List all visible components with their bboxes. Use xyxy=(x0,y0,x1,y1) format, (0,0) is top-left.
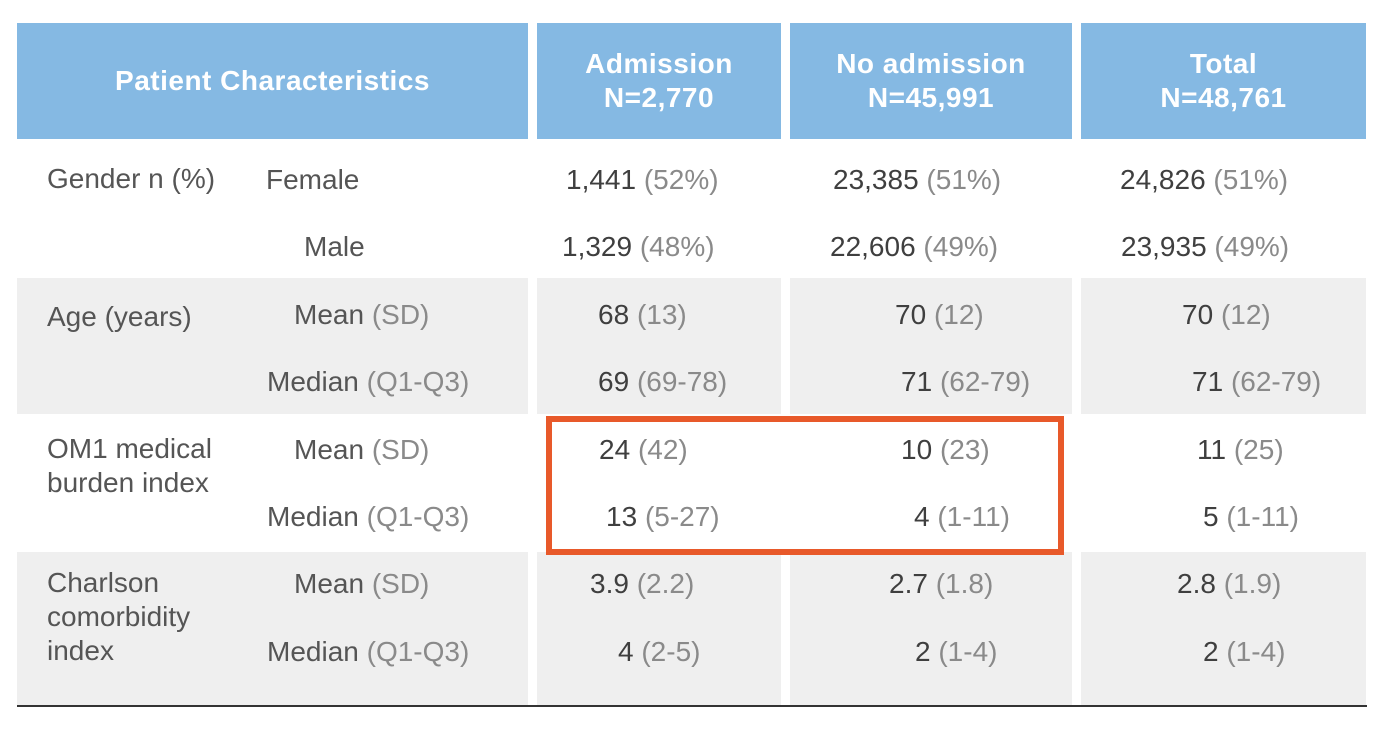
header-admission-title: Admission xyxy=(585,48,733,79)
charlson-mean-no-admission: 2.7 (1.8) xyxy=(889,568,994,599)
charlson-median-no-admission: 2 (1-4) xyxy=(915,636,998,667)
age-row-bg-no-admission xyxy=(790,278,1072,414)
gender-label: Gender n (%) xyxy=(47,163,216,194)
header-no-admission-n: N=45,991 xyxy=(867,82,995,113)
om1-mean-admission: 24 (42) xyxy=(599,434,688,465)
female-label: Female xyxy=(266,164,360,195)
table-bottom-rule xyxy=(17,705,1367,707)
om1-median-no-admission: 4 (1-11) xyxy=(914,501,1010,532)
charlson-median-label: Median (Q1-Q3) xyxy=(267,636,470,667)
charlson-label: Charlson comorbidity index xyxy=(47,566,190,668)
om1-mean-total: 11 (25) xyxy=(1197,434,1284,465)
om1-mean-label: Mean (SD) xyxy=(294,434,430,465)
om1-median-total: 5 (1-11) xyxy=(1203,501,1299,532)
charlson-median-total: 2 (1-4) xyxy=(1203,636,1286,667)
age-row-bg-admission xyxy=(537,278,781,414)
header-admission-n: N=2,770 xyxy=(603,82,715,113)
age-mean-total: 70 (12) xyxy=(1182,299,1271,330)
age-mean-admission: 68 (13) xyxy=(598,299,687,330)
age-median-label: Median (Q1-Q3) xyxy=(267,366,470,397)
om1-label: OM1 medical burden index xyxy=(47,432,212,500)
charlson-label-line3: index xyxy=(47,635,114,666)
age-median-admission: 69 (69-78) xyxy=(598,366,728,397)
age-mean-label: Mean (SD) xyxy=(294,299,430,330)
header-admission: Admission N=2,770 xyxy=(537,23,781,139)
female-admission: 1,441 (52%) xyxy=(566,164,719,195)
highlight-box xyxy=(546,416,1064,555)
charlson-label-line1: Charlson xyxy=(47,567,160,598)
om1-mean-no-admission: 10 (23) xyxy=(901,434,990,465)
age-median-no-admission: 71 (62-79) xyxy=(901,366,1031,397)
header-total-n: N=48,761 xyxy=(1160,82,1287,113)
charlson-mean-label: Mean (SD) xyxy=(294,568,430,599)
charlson-row-bg-admission xyxy=(537,552,781,705)
header-patient-characteristics: Patient Characteristics xyxy=(17,23,528,139)
male-admission: 1,329 (48%) xyxy=(562,231,715,262)
charlson-row-bg-no-admission xyxy=(790,552,1072,705)
female-no-admission: 23,385 (51%) xyxy=(833,164,1002,195)
header-no-admission: No admission N=45,991 xyxy=(790,23,1072,139)
header-no-admission-title: No admission xyxy=(836,48,1026,79)
om1-label-line2: burden index xyxy=(47,467,209,498)
female-total: 24,826 (51%) xyxy=(1120,164,1289,195)
male-label: Male xyxy=(304,231,365,262)
charlson-row-bg-label xyxy=(17,552,528,705)
charlson-median-admission: 4 (2-5) xyxy=(618,636,701,667)
charlson-row-bg-total xyxy=(1081,552,1366,705)
om1-label-line1: OM1 medical xyxy=(47,433,212,464)
charlson-mean-admission: 3.9 (2.2) xyxy=(590,568,695,599)
age-row-bg-label xyxy=(17,278,528,414)
age-mean-no-admission: 70 (12) xyxy=(895,299,984,330)
header-characteristics-label: Patient Characteristics xyxy=(115,65,430,96)
age-row-bg-total xyxy=(1081,278,1366,414)
age-label: Age (years) xyxy=(47,301,192,332)
charlson-mean-total: 2.8 (1.9) xyxy=(1177,568,1282,599)
male-total: 23,935 (49%) xyxy=(1121,231,1290,262)
om1-median-admission: 13 (5-27) xyxy=(606,501,720,532)
om1-median-label: Median (Q1-Q3) xyxy=(267,501,470,532)
header-total: Total N=48,761 xyxy=(1081,23,1366,139)
male-no-admission: 22,606 (49%) xyxy=(830,231,999,262)
header-total-title: Total xyxy=(1189,48,1258,79)
charlson-label-line2: comorbidity xyxy=(47,601,191,632)
age-median-total: 71 (62-79) xyxy=(1192,366,1322,397)
